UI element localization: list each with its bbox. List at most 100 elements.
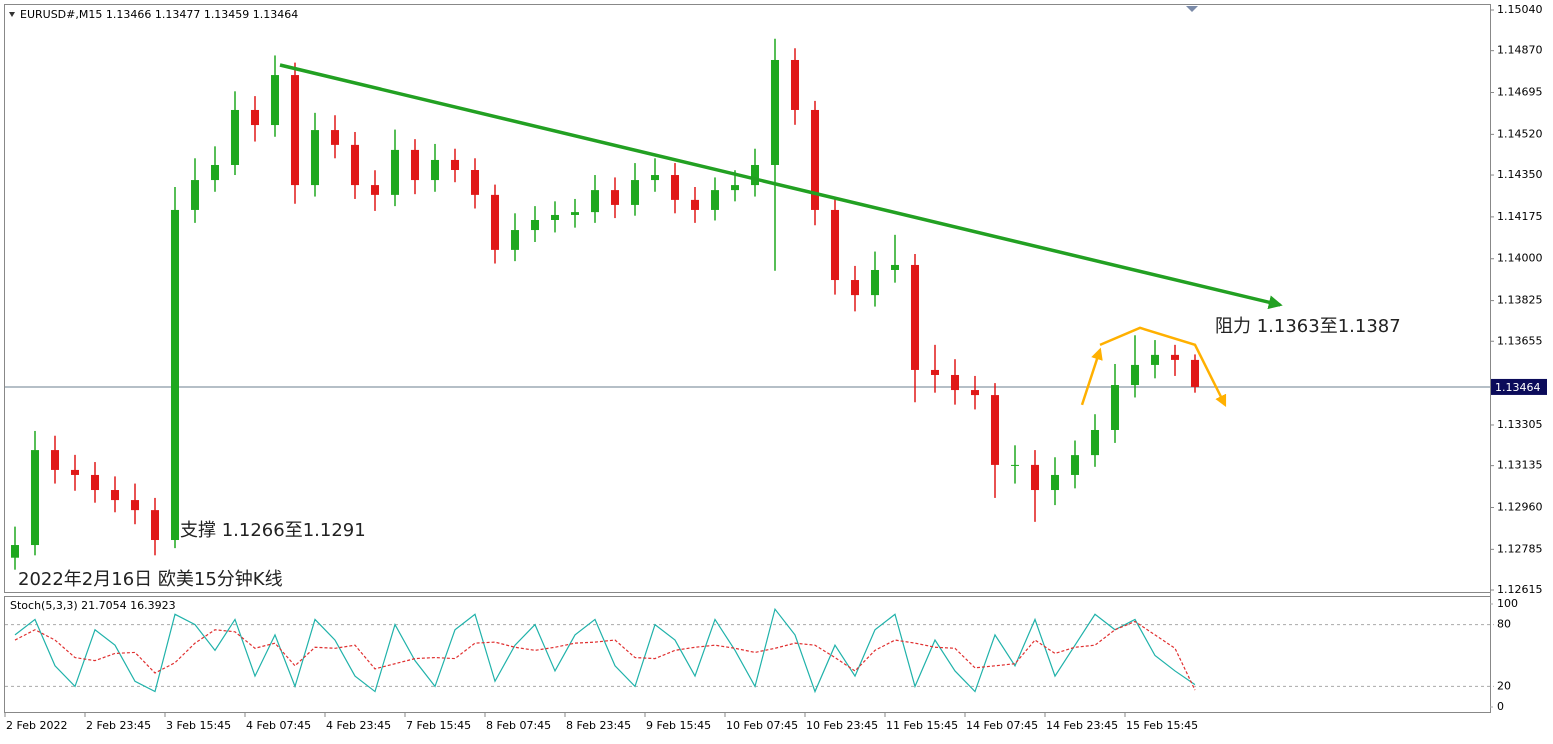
candle-body [31, 450, 39, 546]
candle-body [851, 280, 859, 296]
y-tick-label: 20 [1497, 679, 1511, 692]
candle-body [11, 545, 19, 558]
x-tick-label: 3 Feb 15:45 [166, 719, 231, 732]
y-tick-label: 1.14870 [1497, 44, 1543, 57]
y-tick-label: 100 [1497, 597, 1518, 610]
candle-body [171, 209, 179, 541]
candle-body [751, 164, 759, 186]
menu-triangle [9, 12, 15, 17]
candle-body [911, 264, 919, 370]
annotation: 2022年2月16日 欧美15分钟K线 [18, 569, 283, 590]
candle-body [691, 199, 699, 210]
x-tick-label: 4 Feb 23:45 [326, 719, 391, 732]
y-tick-label: 1.13135 [1497, 459, 1543, 472]
candle-body [1071, 455, 1079, 475]
candle-body [771, 59, 779, 165]
candle-body [431, 159, 439, 181]
candle-body [211, 164, 219, 181]
candle-body [71, 469, 79, 475]
x-tick-label: 2 Feb 23:45 [86, 719, 151, 732]
candle-body [231, 109, 239, 165]
candle-body [931, 369, 939, 375]
candle-body [951, 374, 959, 391]
y-tick-label: 1.14695 [1497, 86, 1543, 99]
x-tick-label: 15 Feb 15:45 [1126, 719, 1198, 732]
candle-body [151, 510, 159, 541]
y-tick-label: 1.12960 [1497, 500, 1543, 513]
x-tick-label: 2 Feb 2022 [6, 719, 67, 732]
candle-body [351, 144, 359, 186]
candle-body [91, 474, 99, 491]
candle-body [871, 269, 879, 296]
candle-body [591, 190, 599, 213]
candle-body [411, 149, 419, 181]
trend-line [279, 63, 1283, 310]
y-tick-label: 1.12785 [1497, 542, 1543, 555]
candle-body [371, 185, 379, 195]
candle-body [191, 180, 199, 210]
candle-body [131, 500, 139, 511]
candle-body [631, 180, 639, 205]
candle-body [271, 75, 279, 126]
candle-body [811, 109, 819, 210]
y-tick-label: 1.14350 [1497, 168, 1543, 181]
annotation: 阻力 1.1363至1.1387 [1215, 316, 1401, 337]
x-tick-label: 10 Feb 23:45 [806, 719, 878, 732]
x-tick-label: 9 Feb 15:45 [646, 719, 711, 732]
stoch-line [14, 607, 1196, 694]
y-tick-label: 1.12615 [1497, 583, 1543, 596]
y-tick-label: 1.13655 [1497, 334, 1543, 347]
x-tick-label: 8 Feb 07:45 [486, 719, 551, 732]
candle-body [1131, 364, 1139, 386]
candle-body [1031, 464, 1039, 491]
y-tick-label: 1.15040 [1497, 3, 1543, 16]
candle-body [471, 170, 479, 195]
candle-body [571, 212, 579, 215]
y-tick-label: 1.14520 [1497, 127, 1543, 140]
candle-body [511, 230, 519, 250]
y-tick-label: 80 [1497, 618, 1511, 631]
symbol-header: EURUSD#,M15 1.13466 1.13477 1.13459 1.13… [20, 8, 298, 21]
x-tick-label: 8 Feb 23:45 [566, 719, 631, 732]
stoch-line [14, 620, 1196, 691]
annotation: 支撑 1.1266至1.1291 [180, 520, 366, 541]
stoch-header: Stoch(5,3,3) 21.7054 16.3923 [10, 599, 176, 612]
candle-body [831, 209, 839, 281]
candle-body [531, 219, 539, 231]
candle-body [331, 130, 339, 145]
x-tick-label: 11 Feb 15:45 [886, 719, 958, 732]
candle-body [111, 490, 119, 501]
candle-body [611, 190, 619, 205]
candle-body [291, 75, 299, 186]
candle-body [991, 395, 999, 465]
candle-body [971, 390, 979, 396]
candle-body [651, 175, 659, 181]
pattern-arrow [1080, 347, 1103, 406]
candle-body [1191, 359, 1199, 387]
x-tick-label: 10 Feb 07:45 [726, 719, 798, 732]
candle-body [451, 159, 459, 171]
candle-body [1151, 354, 1159, 365]
candle-body [311, 130, 319, 186]
candle-body [671, 175, 679, 200]
candle-body [551, 214, 559, 220]
pattern-arrow [1099, 326, 1227, 408]
shift-marker [1186, 6, 1198, 12]
candle-body [1051, 474, 1059, 491]
y-tick-label: 1.13305 [1497, 418, 1543, 431]
x-tick-label: 7 Feb 15:45 [406, 719, 471, 732]
candle-body [791, 59, 799, 110]
last-price-box [1491, 378, 1547, 395]
y-tick-label: 1.14000 [1497, 252, 1543, 265]
candle-body [1091, 429, 1099, 456]
candle-body [51, 450, 59, 470]
candle-body [1111, 385, 1119, 430]
y-tick-label: 0 [1497, 700, 1504, 713]
candle-body [1011, 464, 1019, 466]
y-tick-label: 1.14175 [1497, 210, 1543, 223]
candle-body [491, 194, 499, 250]
y-tick-label: 1.13825 [1497, 294, 1543, 307]
candle-body [891, 264, 899, 270]
candle-body [391, 149, 399, 195]
